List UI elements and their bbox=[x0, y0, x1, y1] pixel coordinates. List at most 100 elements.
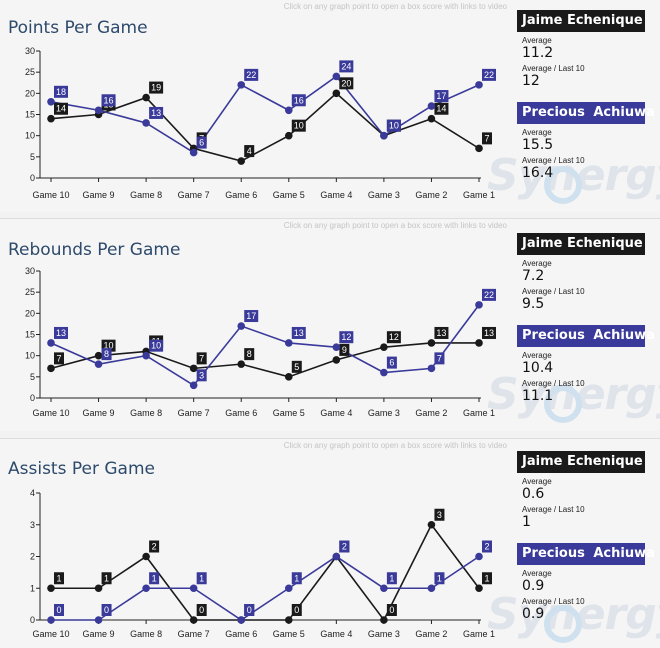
data-label-box bbox=[244, 68, 259, 81]
data-point[interactable] bbox=[475, 552, 483, 561]
data-point[interactable] bbox=[332, 343, 341, 351]
data-point[interactable] bbox=[475, 144, 483, 153]
x-tick-label: Game 3 bbox=[368, 408, 400, 418]
data-point[interactable] bbox=[427, 520, 436, 529]
data-label: 22 bbox=[484, 290, 494, 300]
data-point[interactable] bbox=[380, 368, 388, 377]
data-point[interactable] bbox=[284, 584, 293, 593]
stats-sidebar: Jaime Echenique Average 0.6 Average / La… bbox=[517, 451, 657, 622]
data-label: 7 bbox=[437, 353, 442, 363]
data-point[interactable] bbox=[237, 360, 246, 368]
data-point[interactable] bbox=[237, 616, 246, 624]
y-tick-label: 30 bbox=[25, 266, 35, 276]
watermark-ring bbox=[544, 605, 582, 643]
data-label: 0 bbox=[294, 605, 299, 615]
data-label-box bbox=[482, 68, 496, 81]
data-point[interactable] bbox=[142, 351, 150, 360]
data-point[interactable] bbox=[94, 351, 103, 360]
data-point[interactable] bbox=[380, 343, 388, 351]
data-point[interactable] bbox=[284, 373, 293, 381]
data-point[interactable] bbox=[237, 81, 246, 89]
data-point[interactable] bbox=[427, 339, 436, 347]
data-point[interactable] bbox=[142, 119, 150, 127]
player-a-name[interactable]: Jaime Echenique bbox=[517, 233, 645, 255]
player-a-name[interactable]: Jaime Echenique bbox=[517, 451, 645, 473]
y-tick-label: 15 bbox=[25, 110, 35, 120]
data-point[interactable] bbox=[94, 106, 103, 115]
data-point[interactable] bbox=[47, 584, 55, 593]
data-label-box bbox=[149, 572, 160, 585]
data-point[interactable] bbox=[380, 616, 388, 624]
data-label-box bbox=[149, 339, 164, 352]
data-point[interactable] bbox=[332, 552, 341, 561]
player-b-name[interactable]: Precious Achiuwa bbox=[517, 102, 655, 124]
average-label: Average bbox=[522, 259, 552, 268]
data-point[interactable] bbox=[475, 301, 483, 309]
series-line bbox=[51, 523, 480, 622]
x-tick-label: Game 2 bbox=[415, 408, 447, 418]
data-point[interactable] bbox=[332, 356, 341, 364]
data-label: 10 bbox=[294, 121, 304, 131]
data-point[interactable] bbox=[284, 106, 293, 115]
data-point[interactable] bbox=[284, 131, 293, 140]
data-point[interactable] bbox=[332, 89, 341, 98]
data-point[interactable] bbox=[94, 360, 103, 368]
data-point[interactable] bbox=[237, 322, 246, 330]
panel-title: Points Per Game bbox=[8, 18, 148, 38]
y-tick-label: 4 bbox=[30, 488, 35, 498]
data-label-box bbox=[291, 326, 306, 339]
data-point[interactable] bbox=[47, 98, 55, 106]
data-label-box bbox=[149, 106, 164, 119]
data-point[interactable] bbox=[142, 552, 150, 561]
rebounds-panel: Click on any graph point to open a box s… bbox=[0, 218, 660, 431]
data-point[interactable] bbox=[189, 584, 198, 593]
data-point[interactable] bbox=[475, 584, 483, 593]
data-point[interactable] bbox=[94, 616, 103, 624]
y-tick-label: 2 bbox=[30, 552, 35, 562]
data-point[interactable] bbox=[332, 72, 341, 81]
data-label-box bbox=[101, 348, 112, 361]
data-point[interactable] bbox=[380, 131, 388, 140]
y-tick-label: 0 bbox=[30, 173, 35, 183]
data-point[interactable] bbox=[47, 616, 55, 624]
data-label-box bbox=[386, 572, 397, 585]
data-point[interactable] bbox=[427, 584, 436, 593]
data-point[interactable] bbox=[47, 364, 55, 373]
data-point[interactable] bbox=[380, 584, 388, 593]
player-b-name[interactable]: Precious Achiuwa bbox=[517, 325, 655, 347]
data-point[interactable] bbox=[475, 339, 483, 347]
player-a-name[interactable]: Jaime Echenique bbox=[517, 10, 645, 32]
data-point[interactable] bbox=[427, 102, 436, 110]
data-point[interactable] bbox=[237, 157, 246, 165]
data-label: 7 bbox=[484, 133, 489, 143]
data-label: 6 bbox=[389, 358, 394, 368]
data-point[interactable] bbox=[284, 339, 293, 347]
data-label-box bbox=[434, 572, 445, 585]
data-point[interactable] bbox=[475, 81, 483, 89]
data-point[interactable] bbox=[142, 93, 150, 102]
data-label: 14 bbox=[436, 104, 446, 114]
average-label: Average bbox=[522, 569, 552, 578]
data-point[interactable] bbox=[94, 584, 103, 593]
data-point[interactable] bbox=[47, 114, 55, 123]
data-point[interactable] bbox=[427, 114, 436, 123]
y-tick-label: 20 bbox=[25, 308, 35, 318]
data-label: 0 bbox=[56, 605, 61, 615]
data-point[interactable] bbox=[189, 381, 198, 390]
data-point[interactable] bbox=[142, 584, 150, 593]
data-point[interactable] bbox=[189, 364, 198, 373]
data-label: 12 bbox=[389, 332, 399, 342]
x-tick-label: Game 5 bbox=[273, 408, 305, 418]
data-label: 3 bbox=[437, 510, 442, 520]
data-point[interactable] bbox=[189, 616, 198, 624]
data-point[interactable] bbox=[189, 148, 198, 157]
data-label: 18 bbox=[56, 87, 66, 97]
data-point[interactable] bbox=[284, 616, 293, 624]
data-point[interactable] bbox=[427, 364, 436, 373]
data-label: 4 bbox=[247, 146, 252, 156]
average-value: 10.4 bbox=[522, 360, 554, 376]
data-point[interactable] bbox=[47, 339, 55, 347]
data-label: 2 bbox=[484, 542, 489, 552]
player-b-name[interactable]: Precious Achiuwa bbox=[517, 543, 655, 565]
data-label-box bbox=[291, 604, 302, 616]
